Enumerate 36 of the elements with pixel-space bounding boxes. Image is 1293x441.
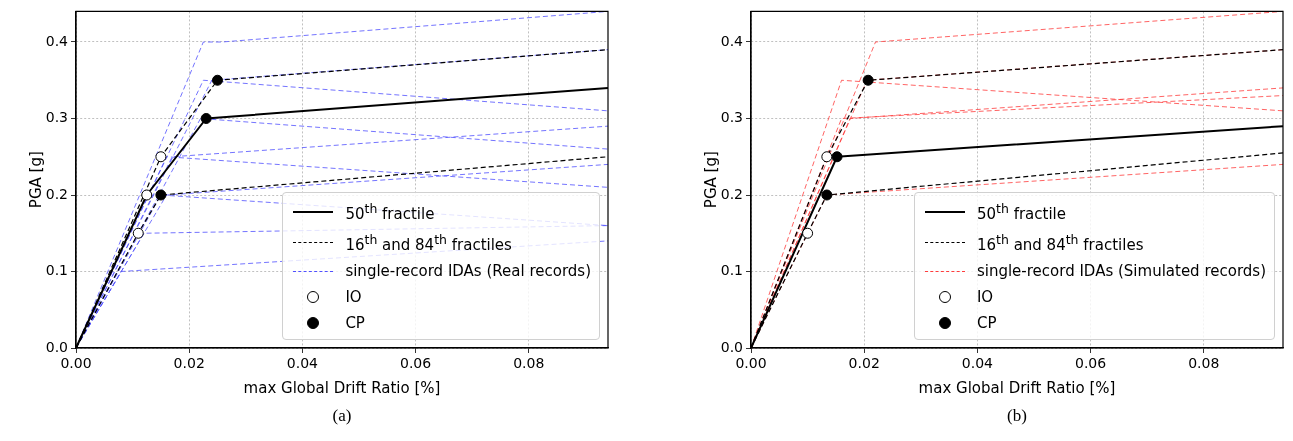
legend-label: 50$^{th}$ fractile (976, 200, 1066, 225)
legend-label: 16$^{th}$ and 84$^{th}$ fractiles (976, 231, 1144, 256)
text: (a) (331, 406, 353, 426)
x-tick-label: 0.02 (173, 355, 205, 372)
x-tick-label: 0.02 (848, 355, 880, 372)
y-tick-label: 0.3 (45, 109, 68, 126)
legend-label: CP (976, 313, 997, 334)
x-tick-label: 0.08 (513, 355, 545, 372)
y-tick-label: 0.4 (720, 32, 744, 49)
x-tick-label: 0.06 (1074, 355, 1107, 372)
x-axis-title: max Global Drift Ratio [%] (918, 378, 1116, 397)
x-tick-label: 0.06 (399, 355, 432, 372)
y-tick-label: 0.3 (720, 109, 743, 126)
y-tick-label: 0.2 (720, 185, 743, 202)
legend-label: single-record IDAs (Real records) (345, 261, 591, 282)
x-tick-label: 0.04 (286, 355, 319, 372)
legend-label: 50$^{th}$ fractile (345, 200, 435, 225)
x-tick-label: 0.00 (60, 355, 92, 372)
y-tick-label: 0.2 (45, 185, 68, 202)
y-tick-label: 0.0 (720, 338, 743, 355)
y-axis-title: PGA [g] (26, 151, 45, 209)
legend-label: IO (976, 287, 994, 308)
x-tick-label: 0.04 (961, 355, 994, 372)
text: (b) (1006, 406, 1028, 426)
legend-label: 16$^{th}$ and 84$^{th}$ fractiles (345, 231, 512, 256)
legend-label: CP (345, 313, 365, 334)
y-tick-label: 0.4 (45, 32, 69, 49)
x-axis-title: max Global Drift Ratio [%] (243, 378, 441, 397)
y-tick-label: 0.1 (45, 262, 68, 279)
legend-label: IO (345, 287, 362, 308)
y-tick-label: 0.0 (45, 338, 68, 355)
legend-label: single-record IDAs (Simulated records) (976, 261, 1266, 282)
x-tick-label: 0.00 (735, 355, 767, 372)
y-tick-label: 0.1 (720, 262, 743, 279)
y-axis-title: PGA [g] (701, 151, 720, 209)
x-tick-label: 0.08 (1188, 355, 1220, 372)
